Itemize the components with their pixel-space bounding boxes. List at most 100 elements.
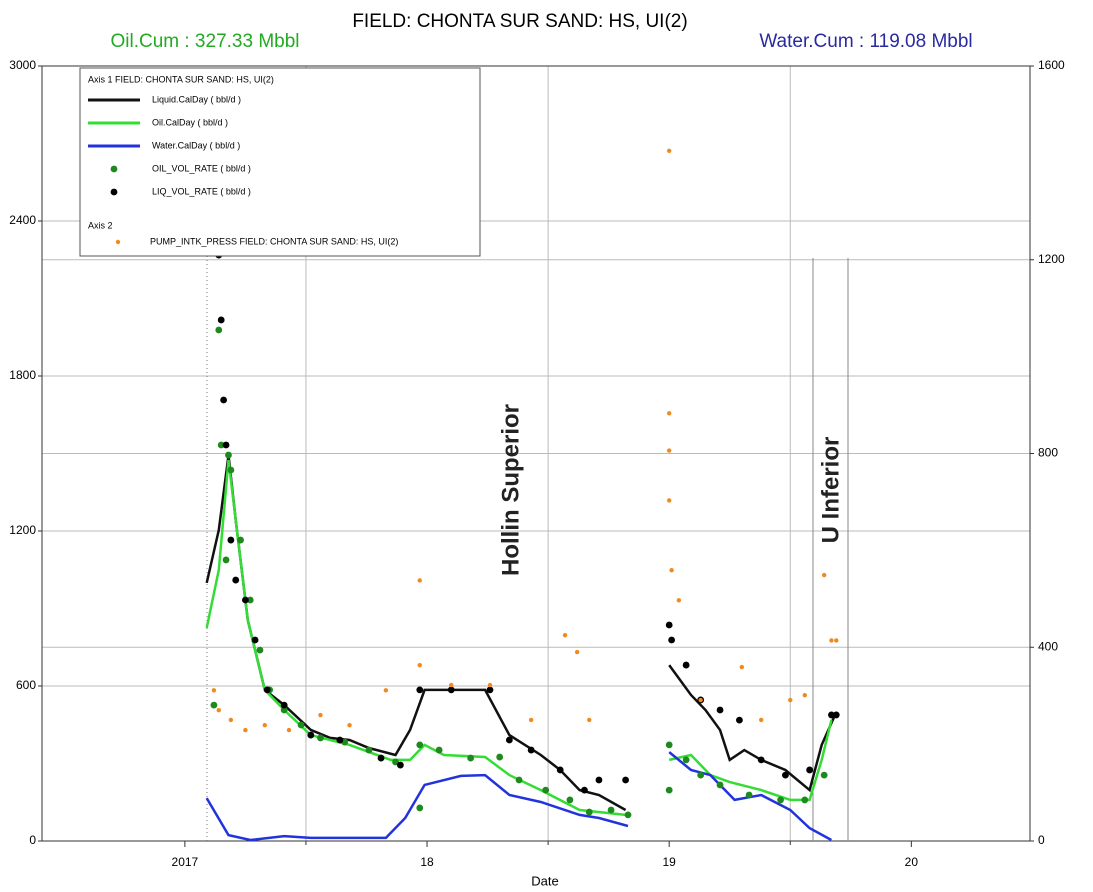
y2-tick-label: 0	[1038, 833, 1045, 847]
legend-label: LIQ_VOL_RATE ( bbl/d )	[152, 186, 251, 196]
data-point	[417, 578, 422, 583]
data-point	[211, 688, 217, 693]
data-point	[251, 636, 259, 644]
y-tick-label: 1200	[9, 523, 36, 537]
legend-box	[79, 67, 481, 257]
x-axis-label: Date	[531, 873, 558, 888]
data-point	[697, 771, 705, 779]
annotation: Hollin Superior	[497, 404, 524, 576]
legend-label: Water.CalDay ( bbl/d )	[152, 140, 240, 150]
data-point	[777, 796, 784, 804]
data-point	[447, 686, 455, 694]
data-point	[263, 686, 271, 694]
data-point	[527, 746, 535, 754]
data-point	[297, 721, 305, 729]
data-point	[698, 697, 703, 703]
data-point	[802, 693, 807, 698]
data-point	[216, 708, 221, 713]
series-line	[205, 751, 832, 842]
data-point	[487, 682, 493, 688]
data-point	[318, 712, 323, 718]
data-point	[736, 716, 743, 724]
y2-tick-label: 1200	[1038, 252, 1065, 266]
data-point	[782, 771, 789, 779]
data-point	[595, 776, 603, 784]
data-point	[449, 682, 454, 688]
data-point	[832, 711, 840, 719]
data-point	[624, 811, 632, 819]
data-point	[336, 736, 344, 744]
data-point	[666, 448, 672, 453]
data-point	[676, 598, 682, 603]
data-point	[225, 451, 232, 459]
water-cum: Water.Cum : 119.08 Mbbl	[759, 31, 972, 52]
data-point	[256, 646, 264, 654]
data-point	[377, 754, 385, 762]
data-point	[666, 148, 672, 153]
annotation: U Inferior	[817, 437, 844, 544]
data-point	[622, 776, 629, 784]
data-point	[416, 804, 424, 812]
data-point	[220, 396, 228, 404]
legend-label: Oil.CalDay ( bbl/d )	[152, 117, 228, 127]
data-point	[280, 706, 288, 714]
data-point	[669, 568, 674, 573]
data-point	[666, 411, 672, 416]
data-point	[716, 781, 724, 789]
legend-label: Liquid.CalDay ( bbl/d )	[152, 94, 241, 104]
data-point	[227, 466, 235, 474]
oil-cum: Oil.Cum : 327.33 Mbbl	[110, 31, 299, 52]
data-point	[528, 717, 534, 723]
data-point	[486, 686, 494, 694]
data-point	[307, 731, 315, 739]
data-point	[227, 536, 235, 544]
data-point	[286, 727, 292, 733]
legend-group: Axis 2	[88, 220, 113, 230]
data-point	[515, 776, 523, 784]
data-point	[280, 701, 288, 709]
data-point	[215, 326, 223, 334]
x-tick-label: 18	[420, 855, 434, 869]
data-point	[416, 686, 424, 694]
y2-tick-label: 800	[1038, 446, 1058, 460]
legend-swatch	[115, 239, 121, 245]
data-point	[365, 746, 373, 754]
data-point	[246, 596, 254, 604]
data-point	[829, 638, 834, 643]
data-point	[587, 717, 592, 723]
y2-tick-label: 1600	[1038, 58, 1065, 72]
data-point	[665, 741, 673, 749]
legend-group: Axis 1 FIELD: CHONTA SUR SAND: HS, UI(2)	[88, 74, 274, 84]
data-point	[237, 536, 244, 544]
data-point	[542, 786, 550, 794]
data-point	[739, 664, 745, 670]
data-point	[757, 756, 765, 764]
data-point	[574, 649, 580, 655]
data-point	[243, 727, 248, 733]
data-point	[556, 766, 564, 774]
data-point	[585, 808, 593, 816]
y-tick-label: 3000	[9, 58, 36, 72]
data-point	[396, 761, 404, 769]
legend-label: PUMP_INTK_PRESS FIELD: CHONTA SUR SAND: …	[150, 236, 398, 246]
x-tick-label: 2017	[172, 855, 199, 869]
data-point	[417, 662, 422, 668]
data-point	[210, 701, 218, 709]
data-point	[820, 771, 828, 779]
data-point	[383, 688, 389, 693]
data-point	[317, 734, 324, 742]
data-point	[801, 796, 809, 804]
data-point	[222, 556, 230, 564]
data-point	[759, 717, 764, 723]
data-point	[666, 498, 672, 503]
data-point	[232, 576, 240, 584]
data-point	[665, 621, 673, 629]
data-point	[347, 723, 352, 728]
legend: Axis 1 FIELD: CHONTA SUR SAND: HS, UI(2)…	[79, 67, 481, 257]
x-tick-label: 19	[663, 855, 677, 869]
data-point	[496, 753, 504, 761]
data-point	[788, 697, 793, 703]
x-tick-label: 20	[905, 855, 919, 869]
data-point	[665, 786, 673, 794]
